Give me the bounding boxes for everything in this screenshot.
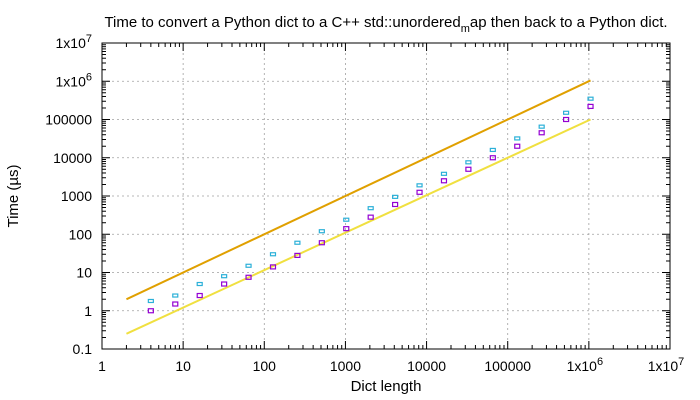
data-point: [269, 252, 277, 257]
data-point: [416, 189, 423, 195]
y-tick-label: 1000: [61, 188, 92, 204]
data-point: [318, 229, 325, 234]
data-point: [538, 130, 545, 136]
chart-title: Time to convert a Python dict to a C++ s…: [104, 14, 667, 35]
data-point: [269, 264, 277, 270]
data-point: [587, 96, 594, 101]
data-point: [172, 301, 179, 307]
data-point: [367, 214, 374, 220]
data-point: [221, 274, 228, 279]
y-tick-label: 1: [84, 303, 92, 319]
y-axis-label: Time (µs): [5, 164, 22, 227]
data-point: [147, 308, 154, 314]
reference-lines: [126, 79, 591, 335]
x-tick-labels: 1 10 100 1000 10000 100000 1x106 1x107: [98, 356, 684, 374]
data-point: [172, 293, 179, 298]
data-point: [343, 226, 350, 232]
grid-lines: [102, 43, 670, 349]
data-point: [392, 194, 399, 199]
data-point: [514, 136, 521, 141]
data-point: [440, 178, 448, 184]
data-point: [147, 298, 154, 304]
y-tick-label: 10: [76, 265, 92, 281]
x-tick-label: 1x107: [648, 356, 684, 374]
data-point: [489, 147, 496, 153]
data-point: [563, 110, 570, 115]
y-tick-label: 100000: [45, 112, 92, 128]
y-tick-label: 1x106: [56, 71, 92, 89]
data-point: [465, 160, 472, 165]
data-point: [392, 201, 399, 208]
y-tick-labels: 0.1 1 10 100 1000 10000 100000 1x106 1x107: [45, 33, 92, 357]
data-point: [245, 263, 252, 268]
data-point: [440, 171, 448, 176]
data-point: [343, 217, 350, 222]
x-tick-label: 10: [175, 358, 191, 374]
x-tick-label: 10000: [407, 358, 446, 374]
data-point: [318, 240, 325, 246]
reference-line: [126, 118, 591, 335]
x-tick-label: 100: [253, 358, 277, 374]
x-tick-label: 1x106: [567, 356, 603, 374]
y-tick-label: 10000: [53, 150, 92, 166]
data-point: [294, 240, 301, 245]
y-tick-label: 1x107: [56, 33, 92, 51]
data-point: [367, 206, 374, 211]
y-tick-label: 100: [69, 226, 93, 242]
x-tick-label: 100000: [484, 358, 531, 374]
x-axis-label: Dict length: [351, 378, 422, 395]
x-tick-label: 1: [98, 358, 106, 374]
data-point: [538, 124, 545, 129]
data-point: [196, 281, 203, 287]
x-tick-label: 1000: [330, 358, 361, 374]
data-point: [416, 183, 423, 188]
data-point: [294, 252, 301, 258]
y-tick-label: 0.1: [73, 341, 93, 357]
data-point: [465, 166, 472, 172]
data-points: [147, 96, 594, 314]
data-point: [196, 292, 203, 299]
data-point: [514, 143, 521, 149]
data-point: [563, 116, 570, 123]
data-point: [221, 281, 228, 287]
reference-line: [126, 79, 591, 301]
axis-ticks: [101, 43, 670, 350]
data-point: [587, 103, 594, 110]
data-point: [245, 274, 252, 280]
data-point: [489, 155, 496, 161]
